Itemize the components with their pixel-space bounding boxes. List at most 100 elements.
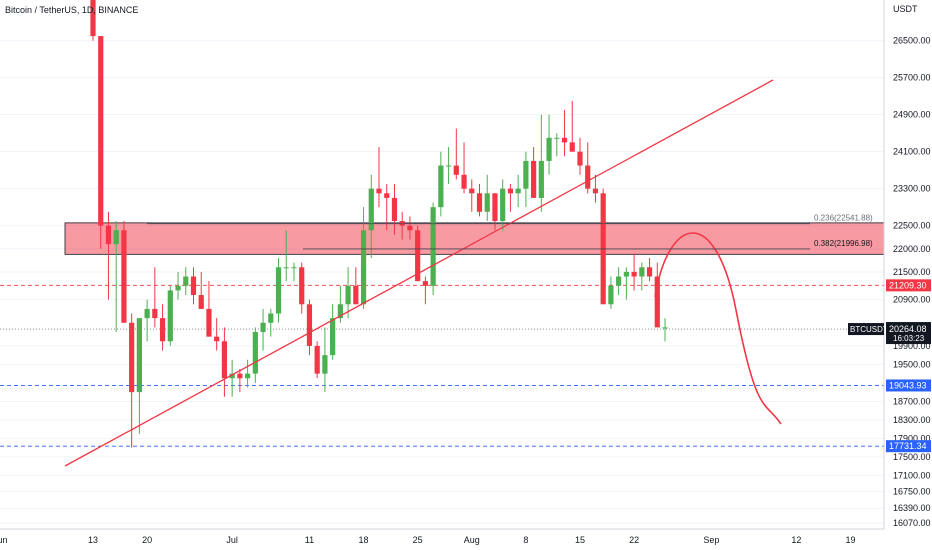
candle-body xyxy=(113,230,119,245)
level-badge-label: 21209.30 xyxy=(889,280,927,290)
price-tick-label: 23300.00 xyxy=(893,184,931,194)
currency-label: USDT xyxy=(893,4,918,14)
grid xyxy=(0,40,884,524)
time-tick-label: 20 xyxy=(142,535,152,545)
candle-body xyxy=(391,197,398,222)
candle-body xyxy=(639,267,645,277)
countdown-label: 16:03:23 xyxy=(893,334,925,343)
candle-body xyxy=(492,193,498,222)
level-badge xyxy=(886,379,931,392)
resistance-zone xyxy=(64,222,885,255)
candle-body xyxy=(469,188,475,194)
candle-body xyxy=(608,285,614,305)
current-price-label: 20264.08 xyxy=(889,324,927,334)
candle-body xyxy=(631,271,637,277)
time-tick-label: Aug xyxy=(464,535,480,545)
candle-body xyxy=(415,230,421,282)
candle-body xyxy=(538,160,544,198)
candle-body xyxy=(461,174,467,189)
candle-body xyxy=(252,332,258,374)
candle-body xyxy=(368,188,374,231)
candle-body xyxy=(330,318,336,356)
candle-body xyxy=(90,0,96,37)
time-tick-label: 15 xyxy=(575,535,585,545)
candle-body xyxy=(654,276,660,328)
candle-body xyxy=(445,165,452,167)
candle-body xyxy=(214,336,220,342)
candle-body xyxy=(129,322,135,393)
candle-body xyxy=(546,137,552,161)
price-tick-label: 17900.00 xyxy=(893,433,931,443)
candle-body xyxy=(167,290,173,342)
candle-body xyxy=(430,207,436,286)
price-tick-label: 24100.00 xyxy=(893,147,931,157)
fib-labels: 0.236(22541.88) 0.382(21996.98) xyxy=(147,214,873,250)
candle-body xyxy=(121,230,127,323)
price-tick-label: 17100.00 xyxy=(893,470,931,480)
candle-body xyxy=(299,267,305,305)
symbol-badge xyxy=(848,323,884,336)
price-tick-label: 24900.00 xyxy=(893,110,931,120)
candle-body xyxy=(515,188,521,194)
candle-body xyxy=(221,341,228,379)
candle-body xyxy=(144,308,150,319)
candle-body xyxy=(322,355,328,374)
candle-body xyxy=(476,193,483,212)
time-axis[interactable]: Jun 13 20 Jul 11 18 25 Aug 8 15 22 Sep 12 19 xyxy=(0,535,856,545)
current-price-badge xyxy=(886,322,931,345)
candle-body xyxy=(190,276,197,296)
time-tick-label: 19 xyxy=(846,535,856,545)
candle-body xyxy=(345,285,351,305)
time-tick-label: Jun xyxy=(0,535,7,545)
price-tick-label: 16390.00 xyxy=(893,503,931,513)
price-tick-label: 18700.00 xyxy=(893,396,931,406)
price-tick-label: 18300.00 xyxy=(893,415,931,425)
candle-body xyxy=(360,230,367,305)
price-axis[interactable]: 26500.00 25700.00 24900.00 24100.00 23300.00… xyxy=(893,36,931,528)
candle-body xyxy=(314,345,320,374)
candle-body xyxy=(198,295,204,309)
candle-body xyxy=(662,327,668,329)
level-badge-label: 17731.34 xyxy=(889,441,927,451)
candle-body xyxy=(229,373,235,379)
candle-body xyxy=(376,188,382,194)
candle-body xyxy=(353,285,359,305)
trendline[interactable] xyxy=(64,79,774,467)
candle-body xyxy=(206,308,212,337)
time-tick-label: 11 xyxy=(305,535,314,545)
candle-body xyxy=(337,304,343,319)
time-tick-label: 13 xyxy=(88,535,98,545)
candle-body xyxy=(438,165,444,208)
price-tick-label: 19500.00 xyxy=(893,359,931,369)
level-badge-label: 19043.93 xyxy=(889,380,927,390)
candle-body xyxy=(175,285,181,291)
drawings xyxy=(64,79,782,467)
price-tick-label: 25700.00 xyxy=(893,73,931,83)
candle-body xyxy=(453,165,459,175)
candle-body xyxy=(407,225,413,231)
price-tick-label: 21500.00 xyxy=(893,267,931,277)
price-tick-label: 22000.00 xyxy=(893,244,931,254)
time-tick-label: 25 xyxy=(413,535,423,545)
candle-body xyxy=(105,225,112,245)
candle-body xyxy=(484,193,490,212)
projection-curve[interactable] xyxy=(654,232,782,425)
candle-body xyxy=(159,318,166,342)
candle-body xyxy=(523,160,529,189)
time-tick-label: Sep xyxy=(703,535,719,545)
candle-body xyxy=(569,142,575,152)
fib-label: 0.236(22541.88) xyxy=(814,214,873,223)
time-tick-label: 22 xyxy=(629,535,639,545)
candle-body xyxy=(554,137,560,139)
candle-body xyxy=(136,318,142,393)
resistance-zone-rect[interactable] xyxy=(64,222,885,255)
level-badge xyxy=(886,279,931,292)
price-tick-label: 17500.00 xyxy=(893,452,931,462)
candle-body xyxy=(646,267,653,277)
price-tick-label: 16070.00 xyxy=(893,518,931,528)
candle-body xyxy=(592,188,599,194)
price-tick-label: 22500.00 xyxy=(893,221,931,231)
price-tick-label: 26500.00 xyxy=(893,36,931,46)
